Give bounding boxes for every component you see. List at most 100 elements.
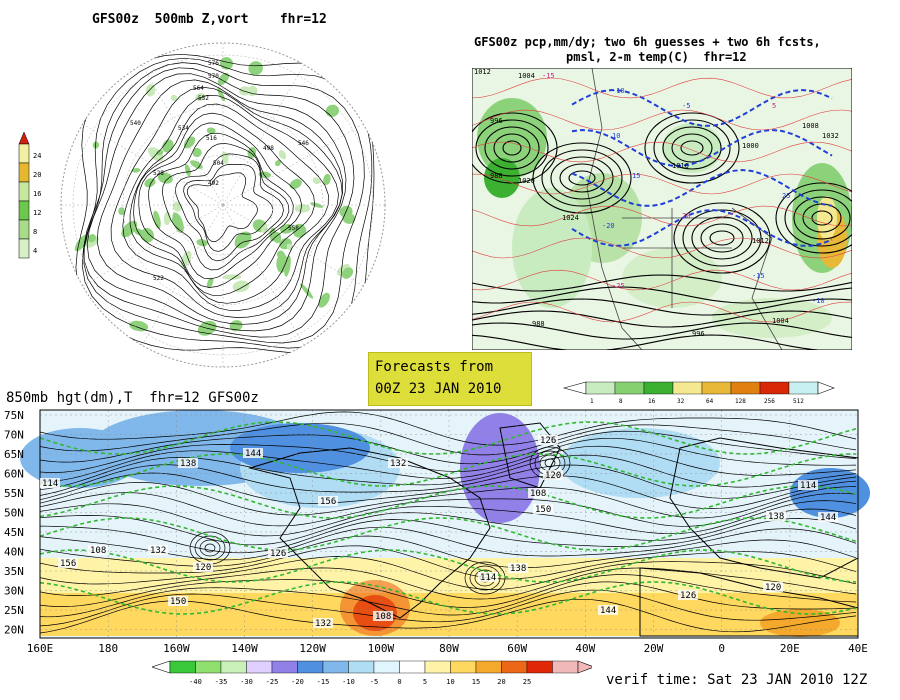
longitude-label: 40E xyxy=(848,642,868,655)
map-precip-pmsl: 1012 100499698810201024101610001008103210… xyxy=(472,68,852,350)
height-contour xyxy=(39,581,857,618)
contour-label-bg xyxy=(168,596,188,606)
vorticity-blob xyxy=(278,150,287,160)
vort-scale-box xyxy=(18,143,30,164)
vorticity-blob xyxy=(206,277,214,289)
contour-label-500: 540 xyxy=(130,120,141,127)
pmsl-label: 1004 xyxy=(772,317,789,325)
vorticity-blob xyxy=(196,239,208,247)
scale-arrow-icon xyxy=(18,131,30,145)
contour-label-bg xyxy=(798,480,818,490)
height-contour xyxy=(39,526,857,561)
temp-scale-label: -20 xyxy=(291,678,304,686)
contour-label-bg xyxy=(678,590,698,600)
temp-scale-box xyxy=(501,660,528,674)
map-500mb-polar: 576 570 564 552 534 540 516 528 504 492 498 546 558 5… xyxy=(60,42,386,368)
vorticity-blob xyxy=(145,84,156,97)
panel-title-precip-line1: GFS00z pcp,mm/dy; two 6h guesses + two 6… xyxy=(474,35,821,49)
contour-label-bg xyxy=(40,478,60,488)
height-contour xyxy=(39,535,857,569)
contour-label-850: 120 xyxy=(195,563,211,573)
vorticity-blob xyxy=(260,224,268,234)
cold-area xyxy=(560,428,720,498)
height-contour xyxy=(39,437,857,473)
contour-label-bg xyxy=(818,512,838,522)
vorticity-blob xyxy=(273,231,282,244)
isobar xyxy=(472,274,852,292)
isobar xyxy=(550,156,614,200)
latitude-label: 20N xyxy=(4,624,24,637)
height-contour xyxy=(39,567,857,600)
temp-isotherm xyxy=(472,141,852,163)
low-center-contour xyxy=(204,543,216,553)
height-contour xyxy=(39,545,857,580)
pmsl-label: 996 xyxy=(490,117,503,125)
contour-label-500: 504 xyxy=(213,160,224,167)
contour-label-500: 522 xyxy=(153,275,164,282)
temp-label: 25 xyxy=(782,192,790,200)
temp-label: -10 xyxy=(812,297,825,305)
precip-scale-box xyxy=(672,381,703,395)
verification-time: verif time: Sat 23 JAN 2010 12Z xyxy=(606,672,868,688)
vorticity-blob xyxy=(172,212,184,233)
temp-scale-box xyxy=(526,660,553,674)
low-center-contour xyxy=(469,565,501,591)
temp-label: -25 xyxy=(612,282,625,290)
temp-scale-box xyxy=(322,660,349,674)
meridian-line xyxy=(82,204,224,287)
vort-scale-label: 20 xyxy=(33,171,41,179)
contour-label-500: 570 xyxy=(208,73,219,80)
precip-scale-box xyxy=(759,381,790,395)
contour-label-bg xyxy=(478,572,498,582)
vorticity-blob xyxy=(87,234,97,243)
pmsl-label: 1012 xyxy=(752,237,769,245)
height-contour xyxy=(39,430,857,465)
height-contour xyxy=(39,411,857,446)
vorticity-blob xyxy=(184,164,191,177)
vort-scale-box xyxy=(18,200,30,221)
height-contour xyxy=(39,556,857,590)
temp-label: -20 xyxy=(602,222,615,230)
meridian-line xyxy=(222,204,305,346)
meridian-line xyxy=(82,123,224,206)
vorticity-blob xyxy=(195,93,206,102)
temp-scale-box xyxy=(450,660,477,674)
longitude-label: 160E xyxy=(27,642,54,655)
temp-scale-label: -25 xyxy=(266,678,279,686)
vorticity-blob xyxy=(312,177,321,185)
latitude-label: 25N xyxy=(4,604,24,617)
longitude-label: 20W xyxy=(644,642,664,655)
vorticity-blob xyxy=(336,263,350,276)
pmsl-label: 1032 xyxy=(822,132,839,140)
precip-scale-label: 32 xyxy=(677,398,685,405)
temp-scale-label: 15 xyxy=(472,678,480,686)
temp-color-scale: -40 -35 -30 -25 -20 -15 -10 -5 0 5 10 15 20 25 xyxy=(152,660,592,686)
precip-scale-label: 256 xyxy=(764,398,775,405)
contour-label-bg xyxy=(58,558,78,568)
isobar xyxy=(559,163,605,193)
meridian-line xyxy=(141,204,224,346)
contour-label-850: 132 xyxy=(150,546,166,556)
height-contour xyxy=(39,422,857,456)
height-contour xyxy=(39,508,857,546)
isobar xyxy=(472,310,852,328)
low-center-contour xyxy=(194,535,226,561)
isobar xyxy=(475,119,549,177)
map-850mb: 114 138 144 132 126 120 108 156 150 114 138 144 132 1… xyxy=(4,409,870,655)
contour-label-bg xyxy=(543,470,563,480)
latitude-label: 65N xyxy=(4,448,24,461)
temp-scale-label: 5 xyxy=(423,678,427,686)
isobar xyxy=(532,142,632,214)
vorticity-blob xyxy=(131,168,141,173)
temp-isotherm xyxy=(472,205,852,227)
contour-label-bg xyxy=(533,504,553,514)
temp-contour xyxy=(571,88,833,127)
temp-scale-box xyxy=(195,660,222,674)
contour-label-850: 150 xyxy=(535,505,551,515)
temp-scale-label: -10 xyxy=(342,678,355,686)
temp-scale-box xyxy=(220,660,247,674)
vorticity-blob xyxy=(248,61,263,76)
temp-isotherm xyxy=(472,109,852,131)
longitude-label: 40W xyxy=(575,642,595,655)
pmsl-label: 996 xyxy=(692,330,705,338)
